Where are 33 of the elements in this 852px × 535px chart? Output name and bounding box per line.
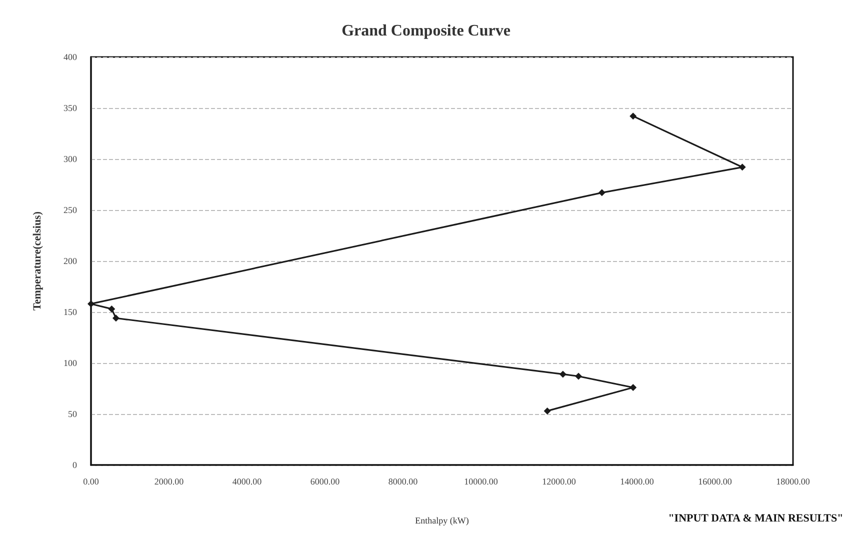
y-tick-label: 250 — [64, 205, 78, 215]
point — [559, 370, 566, 378]
point — [598, 189, 606, 196]
y-tick-label: 200 — [64, 256, 78, 266]
y-tick-label: 50 — [68, 409, 78, 419]
x-tick-label: 2000.00 — [154, 476, 184, 486]
y-tick-label: 400 — [64, 52, 78, 62]
x-axis-title: Enthalpy (kW) — [415, 516, 469, 526]
y-tick-label: 350 — [64, 103, 78, 113]
y-tick-label: 100 — [64, 358, 78, 368]
y-tick-label: 300 — [64, 154, 78, 164]
x-tick-label: 18000.00 — [776, 476, 810, 486]
x-tick-label: 0.00 — [83, 476, 100, 486]
point — [112, 314, 120, 322]
y-tick-label: 150 — [64, 307, 78, 317]
y-tick-label: 0 — [72, 460, 78, 470]
point — [544, 407, 551, 414]
x-tick-label: 12000.00 — [542, 476, 576, 486]
point — [738, 164, 746, 171]
x-tick-label: 10000.00 — [464, 476, 498, 486]
point — [630, 112, 637, 120]
x-tick-label: 4000.00 — [232, 476, 262, 486]
x-tick-label: 14000.00 — [620, 476, 654, 486]
point — [575, 372, 582, 380]
point — [630, 384, 637, 391]
point — [108, 305, 116, 312]
x-tick-label: 6000.00 — [310, 476, 340, 486]
text: "INPUT DATA & MAIN RESULTS" — [668, 512, 844, 524]
x-tick-label: 8000.00 — [388, 476, 418, 486]
y-axis-title: Temperature(celsius) — [32, 211, 44, 310]
chart-title: Grand Composite Curve — [342, 22, 510, 40]
x-tick-label: 16000.00 — [698, 476, 732, 486]
point — [88, 300, 94, 308]
